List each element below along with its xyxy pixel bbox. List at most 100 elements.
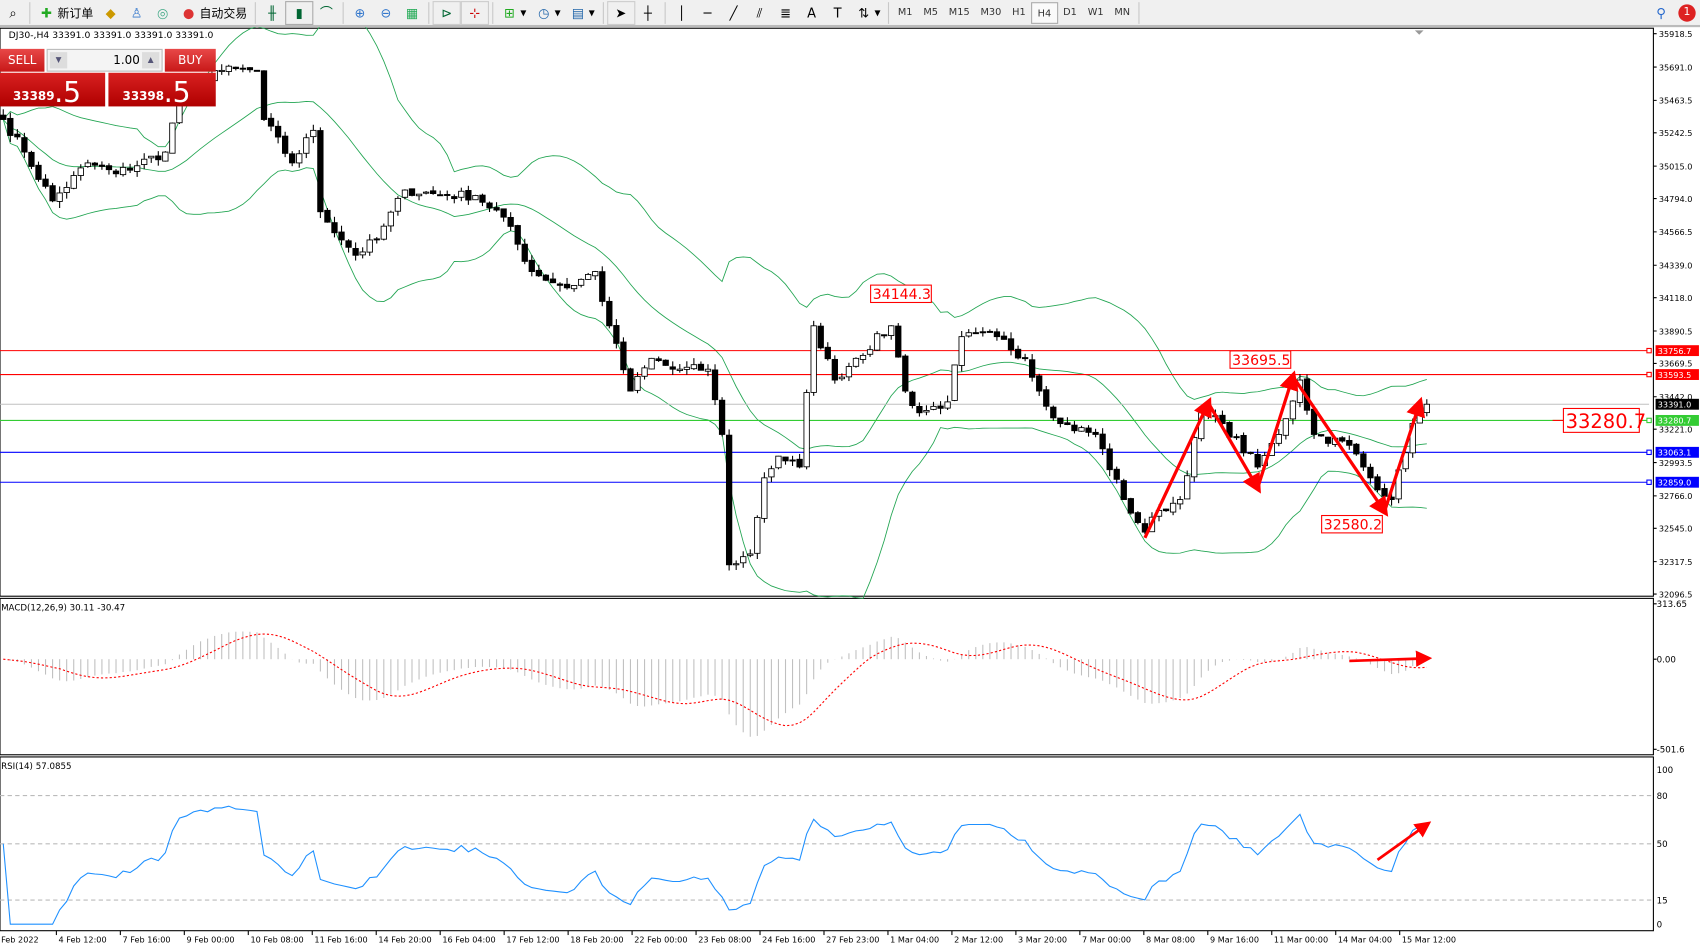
price-annotation-box (1562, 407, 1640, 433)
lot-stepper[interactable]: ▼ 1.00 ▲ (46, 48, 163, 72)
candle (282, 131, 289, 158)
timeframe-w1[interactable]: W1 (1087, 7, 1104, 18)
bollinger-lower (2, 119, 1427, 599)
one-click-trading-panel: SELL ▼ 1.00 ▲ BUY 33389.5 33398.5 (0, 48, 217, 110)
sell-price[interactable]: 33389.5 (0, 72, 106, 110)
macd-panel (0, 597, 1654, 756)
signals-button[interactable]: ◎ (150, 1, 176, 25)
market-watch-button[interactable]: ◆ (98, 1, 124, 25)
timeframe-m15[interactable]: M15 (948, 7, 970, 18)
new-order-label: 新订单 (57, 5, 94, 21)
price-line-label: 33391.0 (1658, 399, 1692, 409)
candle (761, 472, 768, 523)
candlestick-button[interactable]: ▮ (285, 0, 314, 25)
timeframe-d1[interactable]: D1 (1063, 7, 1077, 18)
vertical-line-button[interactable]: │ (669, 1, 695, 25)
zoom-in-button[interactable]: ⊕ (347, 1, 373, 25)
lot-decrease-button[interactable]: ▼ (49, 52, 68, 69)
crosshair-button[interactable]: ┼ (635, 1, 661, 25)
candle-body (338, 231, 345, 241)
new-order-button[interactable]: ✚ 新订单 (34, 1, 98, 25)
candle-body (1021, 357, 1029, 360)
buy-button[interactable]: BUY (164, 48, 216, 72)
line-chart-button[interactable]: ⌒ (313, 1, 339, 25)
candle (134, 160, 141, 177)
toolbar-separator (342, 1, 344, 24)
tile-windows-button[interactable]: ▦ (399, 1, 425, 25)
candle-body (458, 190, 465, 198)
time-label: 23 Feb 08:00 (698, 935, 751, 945)
candle-body (1233, 436, 1240, 439)
lot-input[interactable]: 1.00 (113, 53, 140, 68)
candle-body (1339, 437, 1346, 442)
candle (845, 362, 853, 382)
notification-badge: 1 (1678, 3, 1696, 22)
candle (740, 551, 747, 568)
timeframe-h4[interactable]: H4 (1031, 1, 1058, 24)
channel-button[interactable]: ⫽ (747, 1, 773, 25)
auto-trading-button[interactable]: ● 自动交易 (176, 1, 252, 25)
timeframe-m5[interactable]: M5 (923, 7, 938, 18)
candle-body (549, 278, 557, 284)
candle-body (345, 240, 352, 248)
lot-increase-button[interactable]: ▲ (142, 52, 160, 69)
candle-body (169, 122, 176, 154)
candle-body (1099, 433, 1106, 450)
buy-price[interactable]: 33398.5 (108, 72, 216, 110)
horizontal-line-button[interactable]: ─ (695, 1, 721, 25)
macd-axis-label: 0.00 (1657, 655, 1676, 665)
search-button[interactable]: ⚲ (1648, 1, 1674, 25)
candle-body (909, 391, 916, 406)
candle (944, 395, 951, 411)
candle (1233, 433, 1240, 440)
candle-body (542, 274, 550, 281)
bar-chart-button[interactable]: ╫ (259, 1, 285, 25)
chart-shift-button[interactable]: ⊹ (460, 0, 489, 25)
candle (429, 186, 437, 195)
navigator-button[interactable]: ♙ (124, 1, 150, 25)
timeframe-mn[interactable]: MN (1114, 7, 1131, 18)
chart-area[interactable]: 33756.7 33593.5 33391.0 33280.7 33063.1 32859… (0, 27, 1700, 947)
price-line-handle (1646, 449, 1652, 456)
candle (218, 64, 225, 75)
zoom-tool-button[interactable]: ⌕ (0, 1, 26, 25)
candle (486, 201, 493, 212)
templates-button[interactable]: ▤ ▾ (565, 1, 599, 25)
time-label: 15 Mar 12:00 (1402, 935, 1456, 945)
price-line-label: 33756.7 (1658, 346, 1692, 356)
candle (1184, 470, 1191, 500)
trendline-button[interactable]: ╱ (721, 1, 747, 25)
arrows-icon: ⇅ (858, 4, 870, 21)
arrows-button[interactable]: ⇅ ▾ (851, 1, 885, 25)
candle-body (380, 225, 387, 240)
candle-body (282, 135, 289, 154)
time-label: 24 Feb 16:00 (762, 935, 815, 945)
candle (21, 132, 28, 158)
candle (77, 164, 84, 181)
fibonacci-button[interactable]: ≣ (773, 1, 799, 25)
candle-body (1057, 417, 1064, 425)
candle-body (49, 185, 56, 202)
candle (1240, 432, 1247, 457)
buy-price-big: .5 (163, 77, 191, 110)
line-chart-icon: ⌒ (319, 4, 333, 21)
candle-body (126, 167, 134, 171)
cursor-button[interactable]: ➤ (606, 0, 635, 25)
zoom-out-icon: ⊖ (380, 4, 392, 21)
candle-body (951, 364, 958, 401)
autoscroll-button[interactable]: ⊳ (432, 0, 461, 25)
text-button[interactable]: A (799, 1, 825, 25)
notifications-button[interactable]: 1 (1674, 1, 1700, 25)
timeframe-m1[interactable]: M1 (897, 7, 913, 18)
indicators-button[interactable]: ⊞ ▾ (497, 1, 531, 25)
periods-button[interactable]: ◷ ▾ (531, 1, 565, 25)
candle (1367, 463, 1374, 484)
fibonacci-icon: ≣ (780, 4, 792, 21)
timeframe-h1[interactable]: H1 (1012, 7, 1026, 18)
timeframe-m30[interactable]: M30 (980, 7, 1002, 18)
sell-button[interactable]: SELL (0, 48, 45, 72)
text-label-button[interactable]: T (825, 1, 851, 25)
candle-body (838, 376, 846, 380)
candle (824, 342, 831, 361)
zoom-out-button[interactable]: ⊖ (373, 1, 399, 25)
